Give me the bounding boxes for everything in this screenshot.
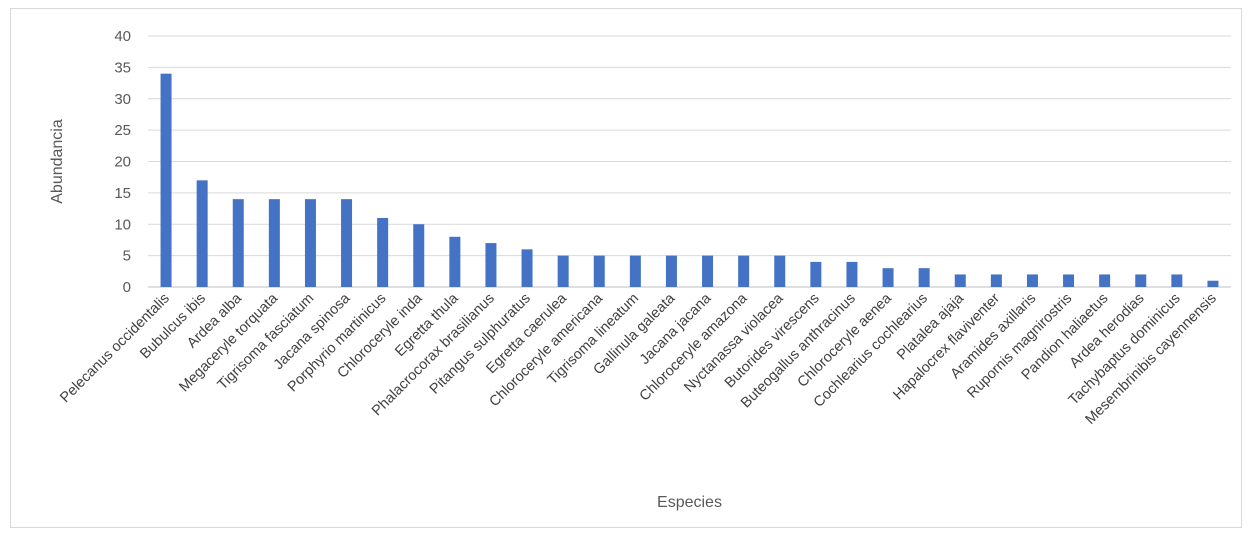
bar (918, 268, 930, 287)
bar (702, 255, 714, 287)
y-tick-label: 35 (114, 59, 131, 76)
bar (377, 217, 389, 287)
bar (593, 255, 605, 287)
y-tick-label: 30 (114, 91, 131, 108)
bar (990, 274, 1002, 287)
bar (629, 255, 641, 287)
x-axis-title: Especies (657, 494, 722, 511)
bar-chart: 0 5 10 15 20 25 30 35 40 Pelecanus occidentalisB… (49, 28, 1231, 511)
y-tick-label: 5 (123, 248, 131, 265)
bars (160, 73, 1219, 288)
y-tick-label: 15 (114, 185, 131, 202)
bar (1135, 274, 1147, 287)
bar (268, 199, 280, 287)
bar (521, 249, 533, 287)
y-tick-label: 0 (123, 279, 131, 296)
bar (1063, 274, 1075, 287)
bar (1171, 274, 1183, 287)
bar (774, 255, 786, 287)
bar (557, 255, 569, 287)
bar (882, 268, 894, 287)
bar (1026, 274, 1038, 287)
bar (1099, 274, 1111, 287)
bar (413, 224, 425, 287)
y-axis-title: Abundancia (49, 119, 66, 204)
y-tick-label: 10 (114, 216, 131, 233)
y-tick-labels: 0 5 10 15 20 25 30 35 40 (114, 28, 131, 296)
y-tick-label: 25 (114, 122, 131, 139)
bar (449, 236, 461, 287)
bar (1207, 280, 1219, 287)
bar (232, 199, 244, 287)
bar (196, 180, 208, 287)
grid-layer (148, 35, 1231, 288)
y-tick-label: 40 (114, 28, 131, 45)
bar (954, 274, 966, 287)
bar (665, 255, 677, 287)
chart-frame: 0 5 10 15 20 25 30 35 40 Pelecanus occidentalis B… (10, 8, 1242, 528)
bar (160, 73, 172, 288)
bar (341, 199, 353, 287)
bar (485, 243, 497, 287)
y-tick-label: 20 (114, 154, 131, 171)
bar (738, 255, 750, 287)
bar (304, 199, 316, 287)
bar (810, 261, 822, 287)
bar (846, 261, 858, 287)
